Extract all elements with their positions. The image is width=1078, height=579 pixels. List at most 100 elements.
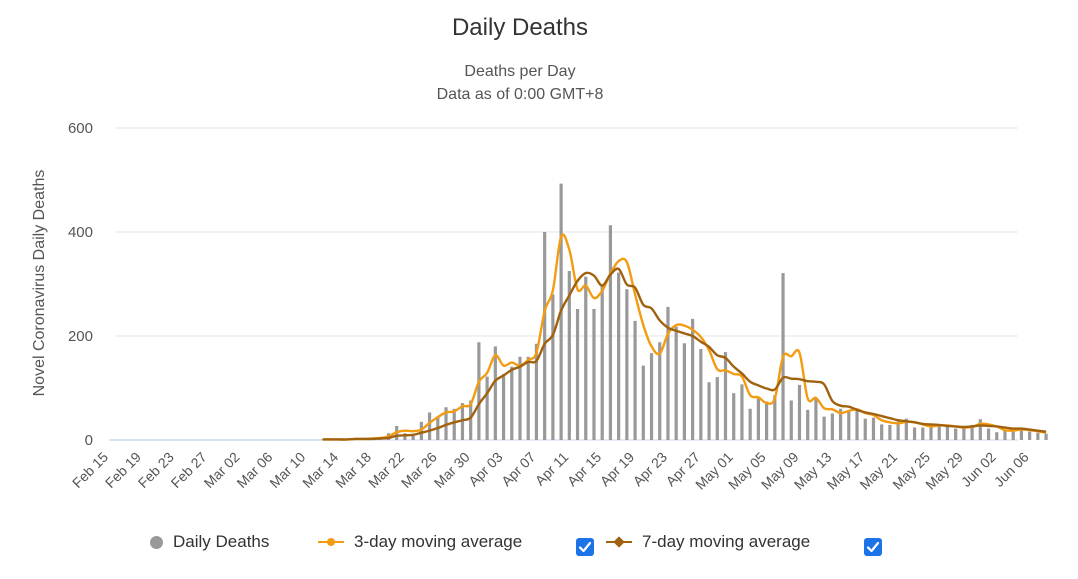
x-tick-label: Jun 02 — [958, 449, 999, 490]
x-tick-label: Apr 03 — [465, 449, 506, 490]
daily-death-bars — [321, 183, 1048, 440]
daily-death-bar — [748, 408, 752, 440]
toggle-3day-average-checkbox[interactable] — [576, 538, 594, 556]
daily-death-bar — [880, 424, 884, 440]
legend-7day-average[interactable]: 7-day moving average — [606, 532, 810, 552]
daily-death-bar — [715, 377, 719, 440]
daily-death-bar — [682, 343, 686, 440]
daily-death-bar — [600, 286, 604, 440]
daily-death-bar — [1019, 429, 1024, 440]
checkmark-icon — [578, 541, 592, 553]
daily-death-bar — [1044, 433, 1048, 440]
daily-death-bar — [584, 276, 588, 440]
daily-death-bar — [649, 353, 654, 440]
seven-day-average-line — [322, 267, 1047, 441]
daily-death-bar — [888, 424, 892, 440]
daily-death-bar — [477, 342, 481, 440]
daily-death-bar — [962, 427, 966, 440]
x-tick-label: Feb 23 — [135, 449, 177, 491]
daily-death-bar — [765, 401, 769, 440]
x-tick-label: Mar 26 — [398, 449, 440, 491]
chart-legend: Daily Deaths 3-day moving average 7-day … — [0, 532, 1078, 558]
toggle-7day-average-checkbox[interactable] — [864, 538, 882, 556]
daily-death-bar — [912, 427, 917, 440]
y-axis-ticks: 0 200 400 600 — [68, 120, 93, 449]
daily-death-bar — [756, 398, 760, 440]
daily-death-bar — [1003, 430, 1007, 440]
x-tick-label: Mar 30 — [431, 449, 473, 491]
legend-daily-deaths-marker — [150, 535, 163, 549]
y-tick-label: 0 — [85, 432, 93, 449]
chart-subtitle-date: Data as of 0:00 GMT+8 — [436, 86, 604, 103]
daily-death-bar — [534, 343, 539, 440]
daily-death-bar — [518, 356, 522, 440]
daily-death-bar — [904, 418, 908, 440]
daily-death-bar — [551, 294, 555, 440]
daily-death-bar — [543, 232, 547, 440]
x-tick-label: Feb 19 — [102, 449, 144, 491]
daily-death-bar — [444, 407, 448, 440]
daily-death-bar — [460, 403, 465, 440]
daily-death-bar — [699, 349, 703, 440]
legend-3day-average[interactable]: 3-day moving average — [318, 532, 522, 552]
daily-death-bar — [1036, 432, 1040, 440]
daily-death-bar — [403, 433, 407, 440]
x-tick-label: Apr 15 — [564, 449, 605, 490]
grid-lines — [109, 127, 1018, 441]
daily-death-bar — [945, 426, 950, 440]
daily-death-bar — [625, 289, 629, 440]
chart-title: Daily Deaths — [451, 14, 589, 41]
daily-death-bar — [830, 413, 834, 440]
daily-death-bar — [666, 306, 670, 440]
daily-death-bar — [797, 384, 802, 440]
x-tick-label: Apr 11 — [532, 449, 572, 489]
daily-death-bar — [723, 352, 728, 440]
daily-death-bar — [732, 393, 736, 440]
legend-3day-marker — [318, 535, 344, 549]
daily-death-bar — [978, 419, 982, 440]
daily-death-bar — [493, 346, 497, 440]
daily-death-bar — [575, 308, 580, 440]
daily-death-bar — [773, 395, 777, 440]
daily-death-bar — [567, 271, 571, 440]
daily-death-bar — [526, 356, 530, 440]
daily-death-bar — [871, 417, 876, 440]
chart-subtitle: Deaths per Day — [464, 63, 576, 80]
x-tick-label: Mar 02 — [201, 449, 243, 491]
daily-death-bar — [789, 400, 793, 440]
x-tick-label: Mar 10 — [266, 449, 308, 491]
x-tick-label: Jun 06 — [991, 449, 1032, 490]
daily-death-bar — [633, 320, 637, 440]
daily-death-bar — [617, 272, 621, 440]
x-tick-label: Apr 23 — [630, 449, 671, 490]
daily-death-bar — [427, 412, 432, 440]
x-tick-label: Mar 22 — [365, 449, 407, 491]
x-tick-label: Mar 18 — [332, 449, 374, 491]
daily-death-bar — [452, 408, 456, 440]
y-tick-label: 600 — [68, 120, 93, 137]
daily-death-bar — [822, 416, 826, 440]
daily-death-bar — [847, 410, 851, 440]
daily-death-bar — [986, 428, 991, 440]
daily-death-bar — [658, 342, 662, 440]
checkmark-icon — [866, 541, 880, 553]
daily-death-bar — [954, 428, 958, 440]
x-tick-label: Feb 15 — [69, 449, 111, 491]
y-axis-label: Novel Coronavirus Daily Deaths — [31, 170, 48, 397]
y-tick-label: 200 — [68, 328, 93, 345]
x-tick-label: May 29 — [922, 449, 966, 493]
daily-death-bar — [855, 408, 859, 440]
daily-death-bar — [995, 432, 999, 440]
daily-death-bar — [814, 398, 818, 440]
daily-death-bar — [740, 384, 744, 440]
legend-daily-deaths[interactable]: Daily Deaths — [150, 532, 269, 552]
daily-death-bar — [510, 366, 514, 440]
x-tick-label: Mar 06 — [233, 449, 275, 491]
daily-death-bar — [691, 318, 695, 440]
legend-7day-marker — [606, 535, 632, 549]
daily-death-bar — [921, 427, 925, 440]
daily-death-bar — [608, 225, 613, 440]
daily-death-bar — [863, 418, 867, 440]
x-tick-label: Apr 19 — [597, 449, 638, 490]
